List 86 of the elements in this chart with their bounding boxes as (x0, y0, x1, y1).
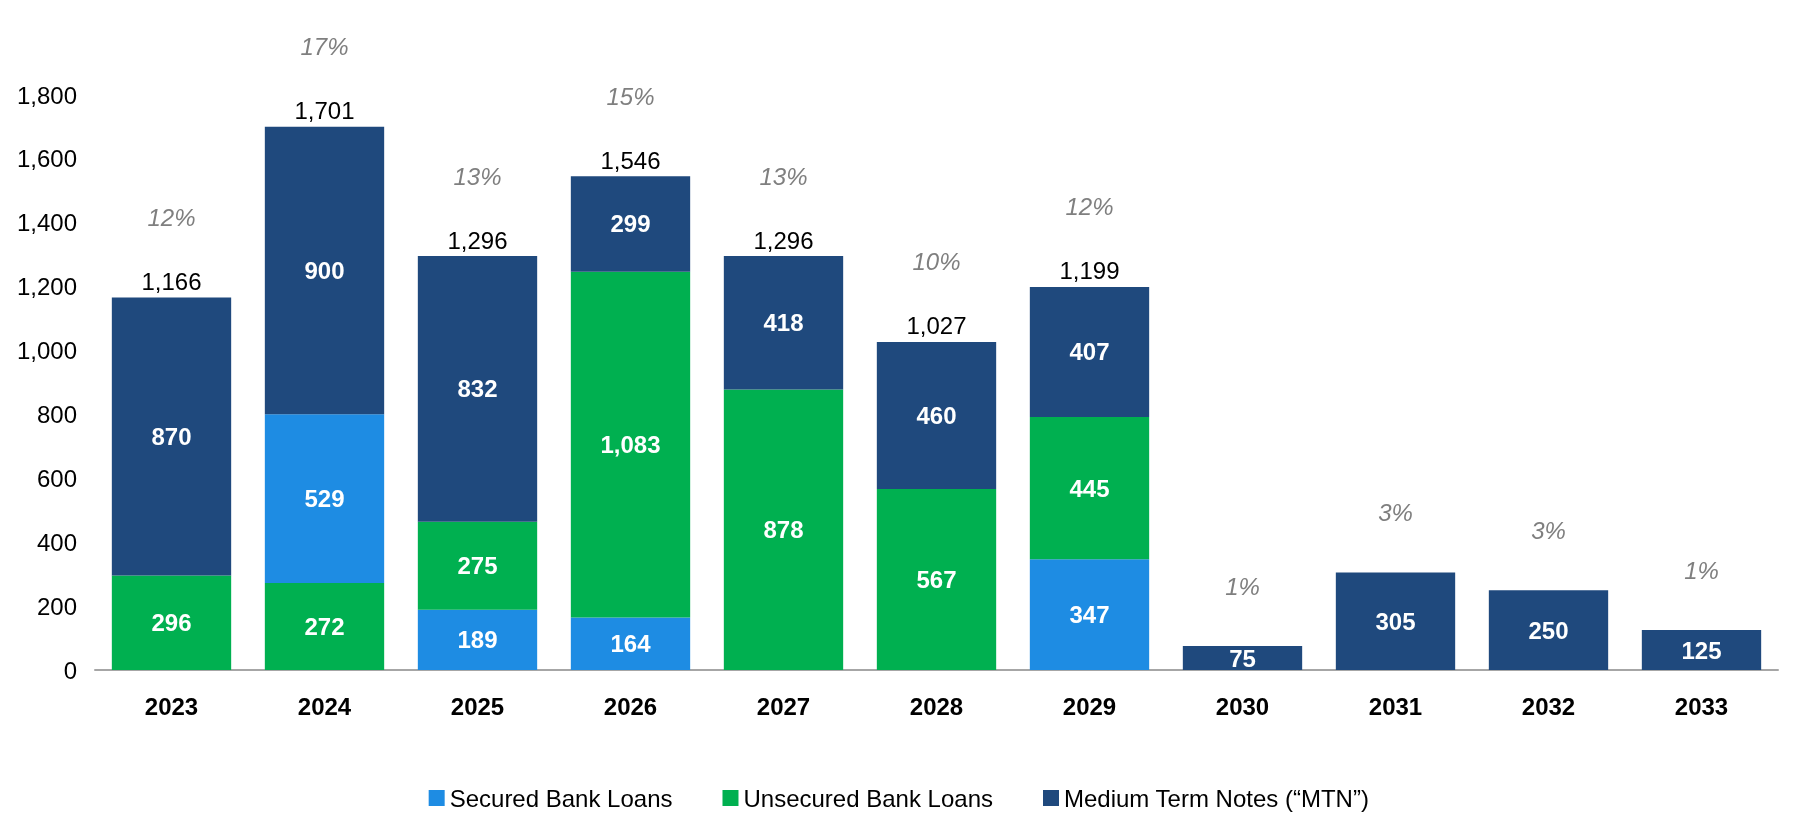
data-label: 347 (1069, 601, 1110, 629)
annotation: 10% (912, 248, 961, 276)
bar (111, 575, 232, 670)
annotation: 1% (1684, 556, 1719, 584)
legend-label: Unsecured Bank Loans (743, 784, 993, 812)
data-label: 900 (304, 256, 345, 284)
y-tick-label: 800 (36, 400, 77, 428)
legend-label: Medium Term Notes (“MTN”) (1063, 784, 1369, 812)
data-label: 305 (1375, 607, 1416, 635)
bar (876, 341, 997, 489)
x-tick-label: 2028 (909, 692, 964, 720)
bar (1488, 590, 1609, 670)
total-label: 1,166 (141, 268, 202, 296)
data-label: 529 (304, 485, 345, 513)
annotation: 3% (1378, 499, 1413, 527)
y-tick-label: 400 (36, 528, 77, 556)
total-label: 1,027 (906, 312, 967, 340)
data-label: 567 (916, 565, 957, 593)
y-tick-label: 0 (63, 656, 77, 684)
total-label: 1,296 (753, 226, 814, 254)
data-label: 272 (304, 613, 345, 641)
bar (1029, 559, 1150, 670)
legend-label: Secured Bank Loans (449, 784, 673, 812)
bar (1335, 572, 1456, 670)
bar (570, 617, 691, 670)
annotation: 12% (1065, 193, 1114, 221)
data-label: 407 (1069, 338, 1110, 366)
annotation: 15% (606, 82, 655, 110)
bar (417, 521, 538, 610)
annotation: 1% (1225, 572, 1260, 600)
data-label: 460 (916, 401, 957, 429)
data-label: 296 (151, 609, 192, 637)
bar (264, 583, 385, 670)
bar (723, 389, 844, 670)
bar (264, 414, 385, 584)
x-tick-label: 2029 (1062, 692, 1117, 720)
total-label: 1,199 (1059, 257, 1120, 285)
x-tick-label: 2025 (450, 692, 505, 720)
x-tick-label: 2031 (1368, 692, 1423, 720)
data-label: 75 (1229, 644, 1256, 672)
x-tick-label: 2026 (603, 692, 658, 720)
x-tick-label: 2032 (1521, 692, 1576, 720)
data-label: 125 (1681, 636, 1722, 664)
data-label: 832 (457, 375, 498, 403)
bar (264, 126, 385, 415)
bar (570, 176, 691, 272)
y-tick-label: 200 (36, 592, 77, 620)
total-label: 1,296 (447, 226, 508, 254)
data-label: 878 (763, 516, 804, 544)
bar (723, 256, 844, 390)
bar (876, 488, 997, 670)
annotation: 13% (759, 162, 808, 190)
y-tick-label: 1,000 (16, 337, 77, 365)
bar (1641, 630, 1762, 670)
bar (417, 256, 538, 522)
y-tick-label: 1,200 (16, 273, 77, 301)
data-label: 870 (151, 422, 192, 450)
bar (1029, 417, 1150, 560)
data-label: 275 (457, 552, 498, 580)
y-tick-label: 1,400 (16, 209, 77, 237)
total-label: 1,701 (294, 97, 355, 125)
total-label: 1,546 (600, 146, 661, 174)
data-label: 418 (763, 309, 804, 337)
text: 17% (300, 33, 349, 61)
x-tick-label: 2033 (1674, 692, 1729, 720)
bar (417, 609, 538, 670)
annotation: 12% (147, 204, 196, 232)
x-tick-label: 2023 (144, 692, 199, 720)
x-tick-label: 2024 (297, 692, 352, 720)
bar (1029, 286, 1150, 417)
y-tick-label: 1,600 (16, 145, 77, 173)
annotation: 13% (453, 162, 502, 190)
data-label: 445 (1069, 474, 1110, 502)
data-label: 164 (610, 630, 652, 658)
y-tick-label: 600 (36, 464, 77, 492)
x-tick-label: 2027 (756, 692, 811, 720)
x-tick-label: 2030 (1215, 692, 1270, 720)
y-tick-label: 1,800 (16, 81, 77, 109)
data-label: 189 (457, 626, 498, 654)
data-label: 1,083 (600, 431, 661, 459)
data-label: 250 (1528, 616, 1569, 644)
bar (111, 297, 232, 576)
bar (570, 271, 691, 618)
annotation: 3% (1531, 516, 1566, 544)
bar (1182, 646, 1303, 670)
data-label: 299 (610, 210, 651, 238)
